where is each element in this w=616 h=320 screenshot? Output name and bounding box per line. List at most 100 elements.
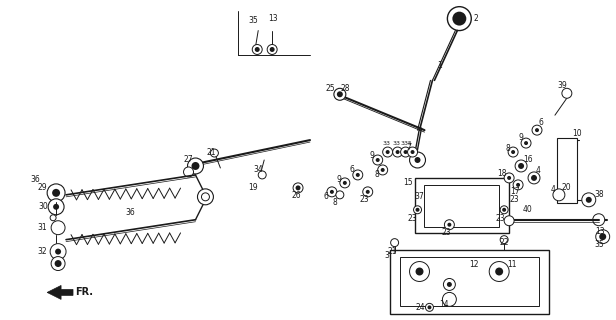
Circle shape: [562, 88, 572, 98]
Circle shape: [489, 261, 509, 282]
Text: 13: 13: [595, 227, 604, 236]
Text: 6: 6: [539, 118, 544, 127]
Circle shape: [270, 47, 275, 52]
Circle shape: [55, 260, 62, 267]
Circle shape: [356, 173, 360, 177]
Circle shape: [528, 172, 540, 184]
Text: 4: 4: [536, 166, 541, 175]
Text: 5: 5: [408, 140, 411, 146]
Circle shape: [353, 170, 363, 180]
Circle shape: [504, 173, 514, 183]
Text: 9: 9: [370, 150, 375, 160]
Circle shape: [416, 208, 419, 212]
Circle shape: [408, 147, 418, 157]
Circle shape: [531, 175, 537, 181]
Circle shape: [593, 214, 605, 226]
Text: 14: 14: [439, 300, 449, 309]
Circle shape: [376, 158, 379, 162]
Text: 30: 30: [38, 202, 48, 211]
Circle shape: [516, 183, 520, 187]
Text: 23: 23: [360, 195, 370, 204]
Circle shape: [599, 233, 606, 240]
Circle shape: [447, 282, 452, 287]
Text: 35: 35: [595, 240, 604, 249]
Circle shape: [47, 184, 65, 202]
Circle shape: [336, 191, 344, 199]
Circle shape: [444, 220, 455, 230]
Circle shape: [198, 189, 213, 205]
Text: 26: 26: [291, 191, 301, 200]
Bar: [557, 138, 577, 203]
Circle shape: [267, 44, 277, 54]
Circle shape: [447, 7, 471, 31]
Text: 1: 1: [437, 61, 442, 70]
Circle shape: [340, 178, 350, 188]
Text: 22: 22: [499, 238, 509, 247]
Circle shape: [524, 141, 528, 145]
Text: 27: 27: [184, 156, 193, 164]
Circle shape: [428, 305, 431, 309]
Text: 13: 13: [268, 14, 278, 23]
Circle shape: [52, 189, 60, 197]
Circle shape: [500, 206, 508, 214]
Text: 32: 32: [37, 247, 47, 256]
Text: 9: 9: [518, 132, 523, 141]
Text: 23: 23: [442, 228, 451, 237]
Circle shape: [403, 150, 408, 154]
Text: 20: 20: [562, 183, 572, 192]
Circle shape: [51, 257, 65, 270]
Circle shape: [337, 91, 343, 97]
Circle shape: [400, 147, 410, 157]
Circle shape: [187, 158, 203, 174]
Text: 23: 23: [509, 195, 519, 204]
Text: 36: 36: [30, 175, 40, 184]
Circle shape: [255, 47, 260, 52]
Text: 23: 23: [495, 214, 505, 223]
Circle shape: [410, 150, 415, 154]
Circle shape: [378, 165, 387, 175]
Circle shape: [50, 244, 66, 260]
Circle shape: [392, 147, 403, 157]
Circle shape: [515, 160, 527, 172]
Circle shape: [495, 268, 503, 276]
Circle shape: [363, 187, 373, 197]
Text: 6: 6: [350, 165, 355, 174]
Text: 40: 40: [523, 205, 533, 214]
Text: 11: 11: [507, 260, 517, 269]
Circle shape: [383, 147, 392, 157]
Circle shape: [252, 44, 262, 54]
Text: 2: 2: [473, 14, 478, 23]
Text: 31: 31: [37, 223, 47, 232]
Text: 16: 16: [523, 156, 533, 164]
Circle shape: [535, 128, 539, 132]
Circle shape: [192, 162, 200, 170]
Text: FR.: FR.: [75, 287, 93, 297]
Polygon shape: [47, 285, 73, 300]
Circle shape: [413, 206, 421, 214]
Circle shape: [426, 303, 434, 311]
Text: 7: 7: [407, 142, 411, 152]
Circle shape: [500, 236, 508, 244]
Text: 4: 4: [551, 185, 556, 194]
Circle shape: [582, 193, 596, 207]
Text: 37: 37: [415, 192, 424, 201]
Text: 8: 8: [333, 198, 338, 207]
Text: 36: 36: [126, 208, 136, 217]
Circle shape: [53, 204, 59, 210]
Circle shape: [508, 147, 518, 157]
Text: 8: 8: [505, 144, 510, 153]
Circle shape: [553, 189, 565, 201]
Circle shape: [327, 187, 337, 197]
Circle shape: [334, 88, 346, 100]
Circle shape: [504, 216, 514, 226]
Circle shape: [507, 176, 511, 180]
Text: 38: 38: [595, 190, 604, 199]
Circle shape: [415, 157, 421, 163]
Text: 15: 15: [403, 179, 413, 188]
Text: 12: 12: [469, 260, 479, 269]
Circle shape: [391, 239, 399, 247]
Circle shape: [211, 149, 219, 157]
Circle shape: [521, 138, 531, 148]
Circle shape: [296, 185, 301, 190]
Circle shape: [373, 155, 383, 165]
